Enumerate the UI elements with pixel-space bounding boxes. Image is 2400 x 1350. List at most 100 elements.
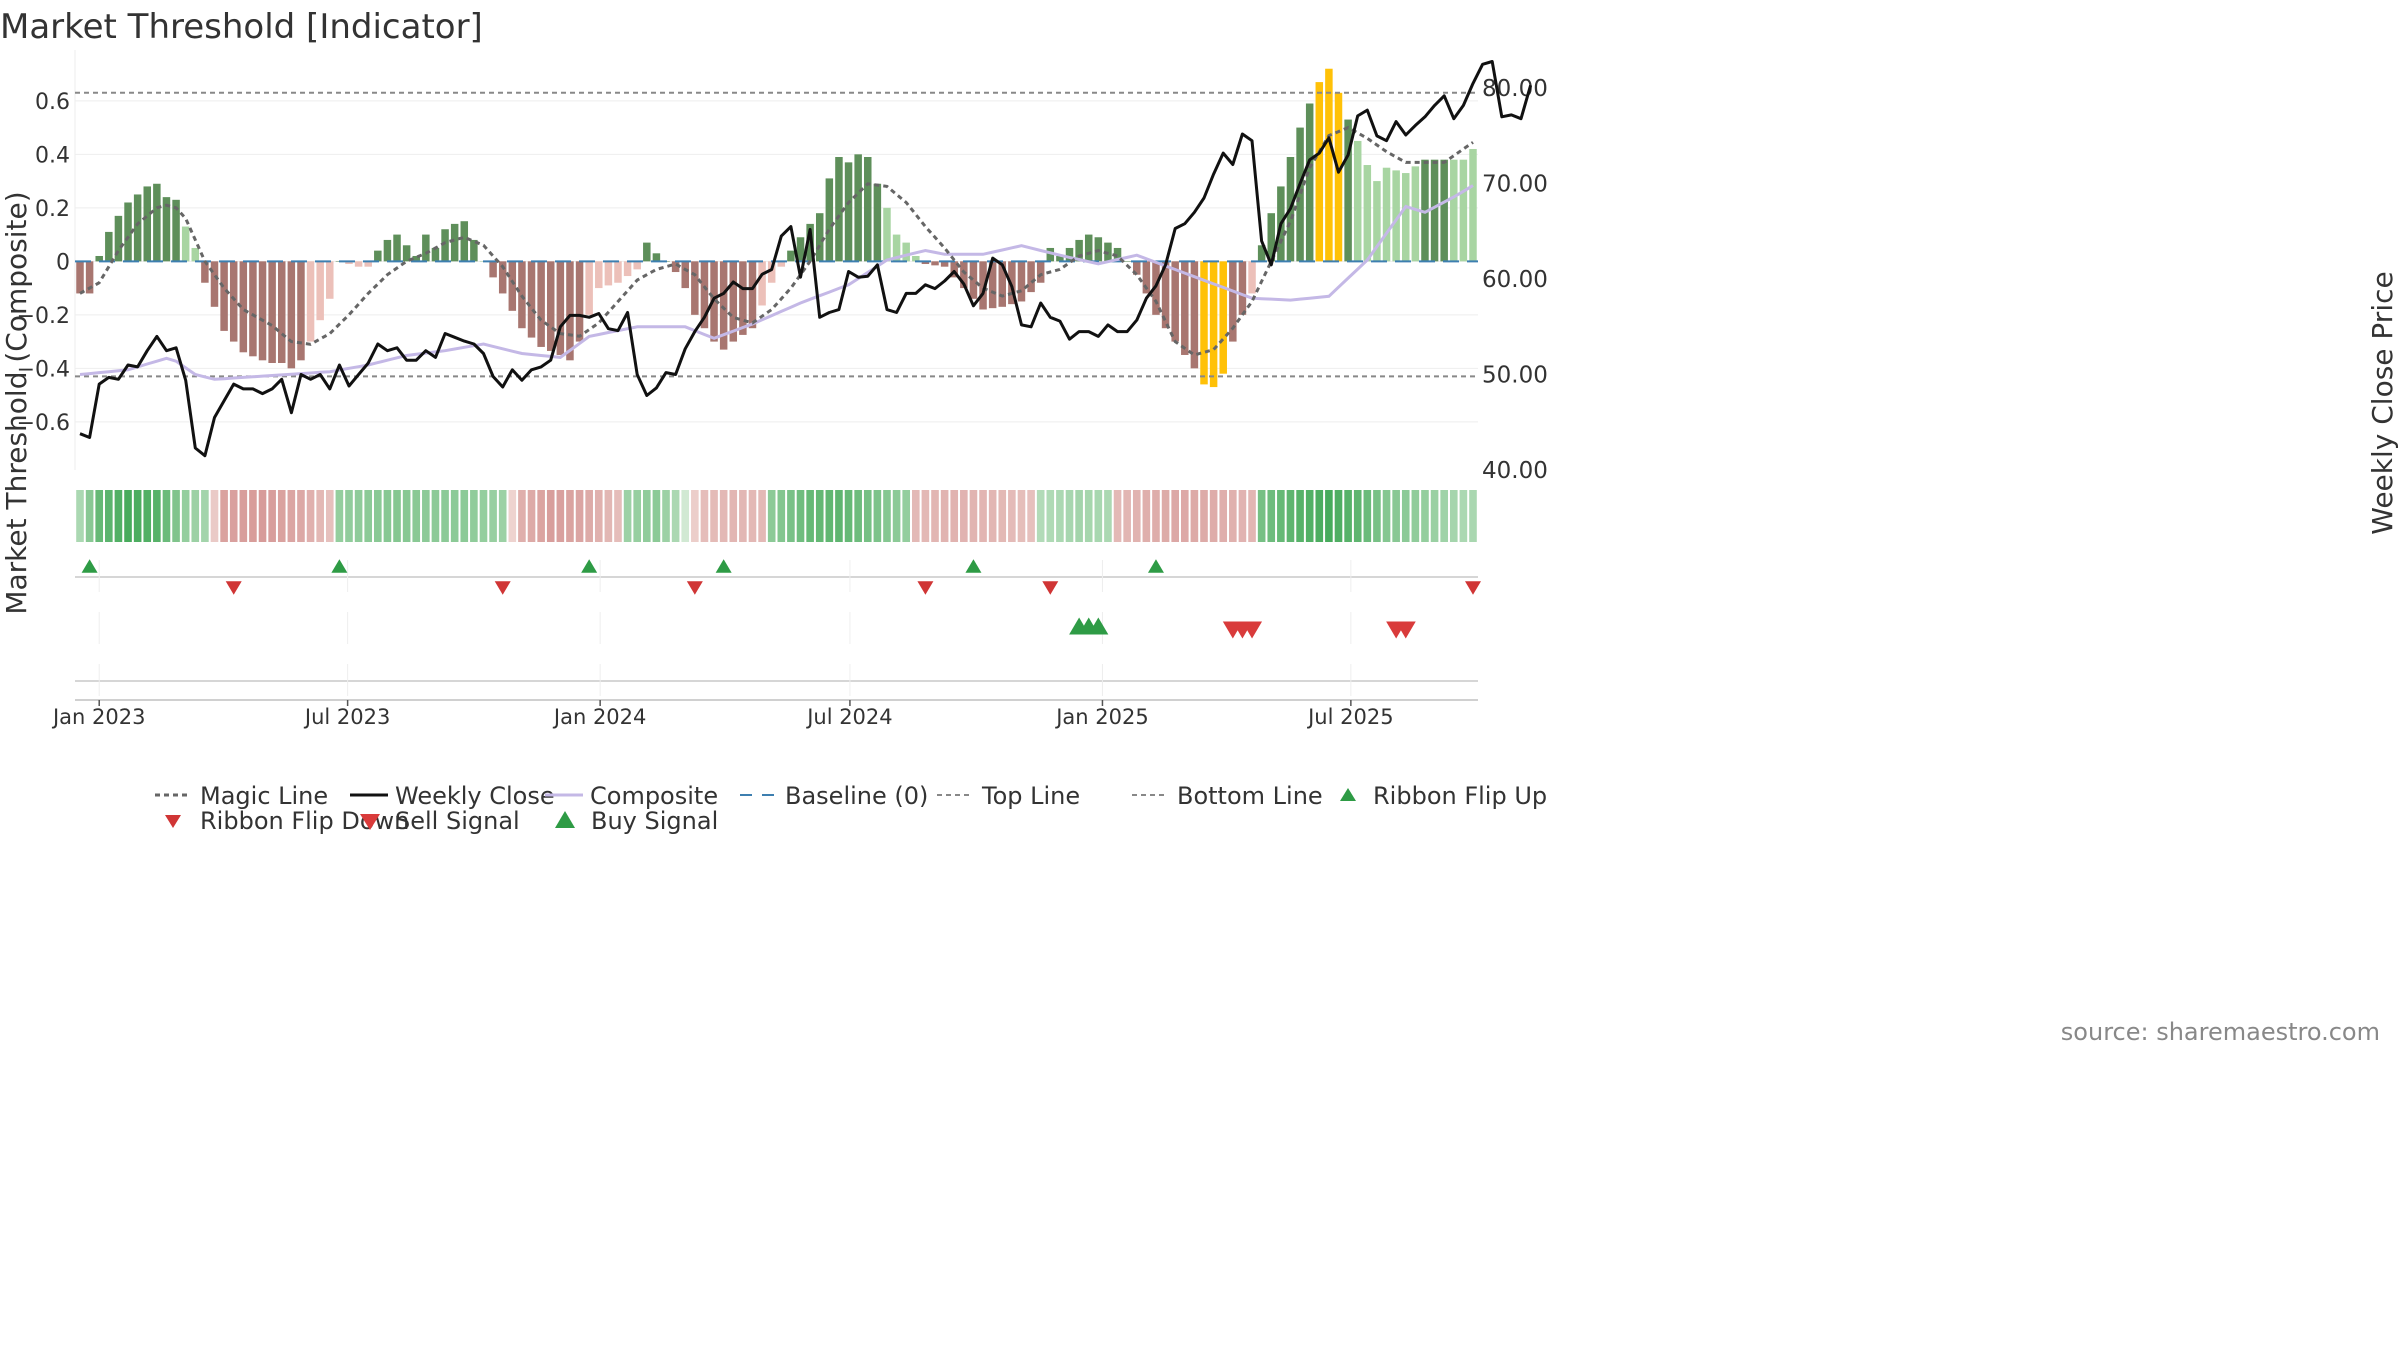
ribbon-cell	[1104, 490, 1112, 542]
ribbon-cell	[950, 490, 959, 542]
x-tick-label: Jul 2024	[805, 705, 892, 729]
ribbon-cell	[460, 490, 469, 542]
ribbon-cell	[1075, 490, 1083, 542]
ribbon-cell	[1027, 490, 1035, 542]
composite-bar	[566, 261, 574, 361]
composite-bar	[671, 261, 680, 273]
ribbon-cell	[1267, 490, 1276, 542]
ribbon-cell	[710, 490, 718, 542]
chart-title: Market Threshold [Indicator]	[0, 7, 483, 47]
ribbon-cell	[258, 490, 267, 542]
ribbon-flip-up-marker	[81, 559, 98, 573]
ribbon-cell	[940, 490, 949, 542]
x-tick-label: Jul 2023	[303, 705, 390, 729]
composite-bar	[1229, 261, 1237, 342]
composite-bar	[796, 237, 805, 262]
composite-bar	[623, 261, 632, 277]
legend-label: Magic Line	[200, 782, 328, 810]
ribbon-cell	[815, 490, 824, 542]
composite-bar	[1315, 82, 1324, 262]
composite-bar	[268, 261, 276, 363]
composite-bar	[1027, 261, 1035, 293]
composite-bar	[787, 250, 795, 262]
ribbon-cell	[374, 490, 382, 542]
ribbon-cell	[585, 490, 593, 542]
ribbon-cell	[441, 490, 449, 542]
ribbon-cell	[1257, 490, 1266, 542]
ribbon-cell	[210, 490, 219, 542]
composite-bar	[76, 261, 84, 294]
composite-bar	[518, 261, 526, 329]
ribbon-cell	[1190, 490, 1199, 542]
composite-bar	[402, 245, 411, 262]
composite-bar	[700, 261, 709, 329]
ribbon-cell	[1238, 490, 1247, 542]
magic-line	[79, 125, 1474, 357]
ribbon-cell	[594, 490, 603, 542]
y-tick-label: −0.4	[17, 357, 70, 382]
composite-bar	[998, 261, 1007, 307]
composite-bar	[892, 234, 901, 262]
composite-bar	[143, 186, 151, 262]
composite-bar	[181, 226, 190, 262]
ribbon-cell	[76, 490, 84, 542]
ribbon-cell	[201, 490, 209, 542]
composite-bar	[1238, 261, 1247, 315]
y2-tick-label: 80.00	[1482, 76, 1548, 102]
composite-bar	[1248, 261, 1256, 294]
ribbon-cell	[1036, 490, 1045, 542]
ribbon-cell	[306, 490, 315, 542]
composite-bar	[1008, 261, 1016, 305]
ribbon-strip	[76, 490, 1477, 542]
composite-bar	[422, 234, 430, 262]
legend-label: Ribbon Flip Down	[200, 807, 409, 835]
ribbon-cell	[364, 490, 373, 542]
ribbon-cell	[1209, 490, 1218, 542]
composite-bar	[249, 261, 257, 357]
composite-bar	[1325, 68, 1333, 262]
composite-bar	[85, 261, 94, 294]
ribbon-cell	[643, 490, 651, 542]
ribbon-cell	[739, 490, 747, 542]
ribbon-cell	[393, 490, 401, 542]
ribbon-cell	[979, 490, 987, 542]
ribbon-cell	[1142, 490, 1151, 542]
y-tick-label: −0.6	[17, 411, 70, 436]
ribbon-cell	[105, 490, 113, 542]
composite-bar	[133, 194, 142, 262]
ribbon-flip-up-marker	[715, 559, 732, 573]
ribbon-cell	[1392, 490, 1400, 542]
composite-bar	[979, 261, 987, 310]
ribbon-flip-down-marker	[225, 581, 242, 595]
ribbon-flip-up-marker	[965, 559, 982, 573]
composite-bar	[470, 239, 478, 262]
composite-bar	[374, 250, 382, 262]
y-tick-label: 0.2	[35, 197, 70, 222]
ribbon-cell	[825, 490, 834, 542]
ribbon-cell	[1219, 490, 1228, 542]
ribbon-cell	[153, 490, 161, 542]
composite-bar	[652, 253, 661, 262]
composite-bar	[1334, 92, 1343, 262]
ribbon-flip-up-marker	[331, 559, 348, 573]
ribbon-cell	[354, 490, 363, 542]
composite-bar	[1056, 255, 1064, 262]
composite-bar	[354, 261, 363, 267]
composite-bar	[546, 261, 555, 351]
y2-ticks: 80.00 70.00 60.00 50.00 40.00	[1482, 76, 1548, 484]
composite-bar	[441, 229, 449, 262]
composite-bar	[931, 261, 939, 266]
composite-bar	[1171, 261, 1179, 342]
ribbon-cell	[1248, 490, 1256, 542]
composite-bar	[229, 261, 238, 342]
composite-bar	[575, 261, 584, 342]
x-axis: Jan 2023 Jul 2023 Jan 2024 Jul 2024 Jan 2025…	[51, 699, 1478, 729]
y2-axis-label: Weekly Close Price	[2366, 271, 2399, 534]
ribbon-cell	[431, 490, 440, 542]
composite-bar	[1065, 247, 1074, 262]
ribbon-cell	[1277, 490, 1285, 542]
ribbon-cell	[960, 490, 968, 542]
ribbon-cell	[1305, 490, 1314, 542]
ribbon-cell	[806, 490, 814, 542]
